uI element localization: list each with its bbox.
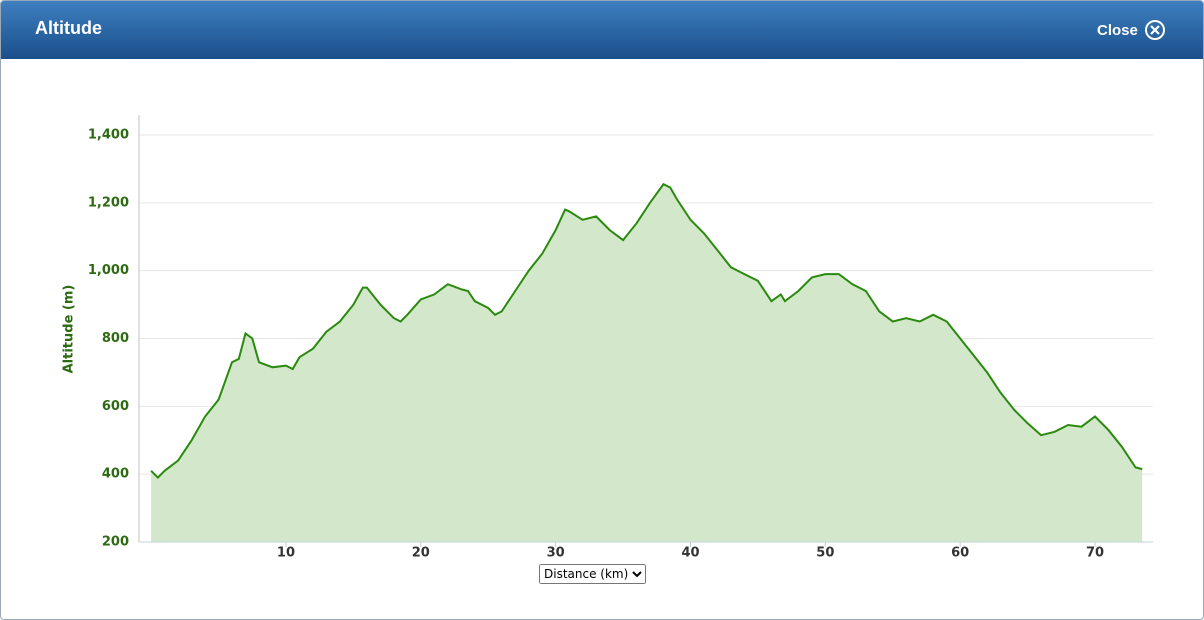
y-tick-label: 400 [102,467,129,482]
close-button[interactable]: Close [1097,19,1166,41]
y-axis-label: Altitude (m) [62,285,77,374]
x-tick-label: 60 [951,546,969,561]
x-tick-label: 40 [681,546,699,561]
x-tick-label: 20 [412,546,430,561]
y-tick-label: 1,000 [88,263,129,278]
y-tick-label: 1,200 [88,195,129,210]
x-tick-label: 70 [1086,546,1104,561]
close-icon[interactable] [1144,19,1166,41]
x-axis-selector[interactable]: Distance (km) [539,564,646,584]
y-tick-label: 200 [102,535,129,550]
x-tick-label: 10 [277,546,295,561]
area-line [150,182,1143,480]
close-label[interactable]: Close [1097,21,1138,39]
y-tick-label: 600 [102,399,129,414]
x-tick-label: 30 [547,546,565,561]
header-bar: Altitude Close [1,1,1203,59]
y-tick-label: 1,400 [88,128,129,143]
y-tick-label: 800 [102,331,129,346]
dialog-title: Altitude [35,18,102,38]
x-tick-label: 50 [816,546,834,561]
area-fill [151,184,1143,542]
